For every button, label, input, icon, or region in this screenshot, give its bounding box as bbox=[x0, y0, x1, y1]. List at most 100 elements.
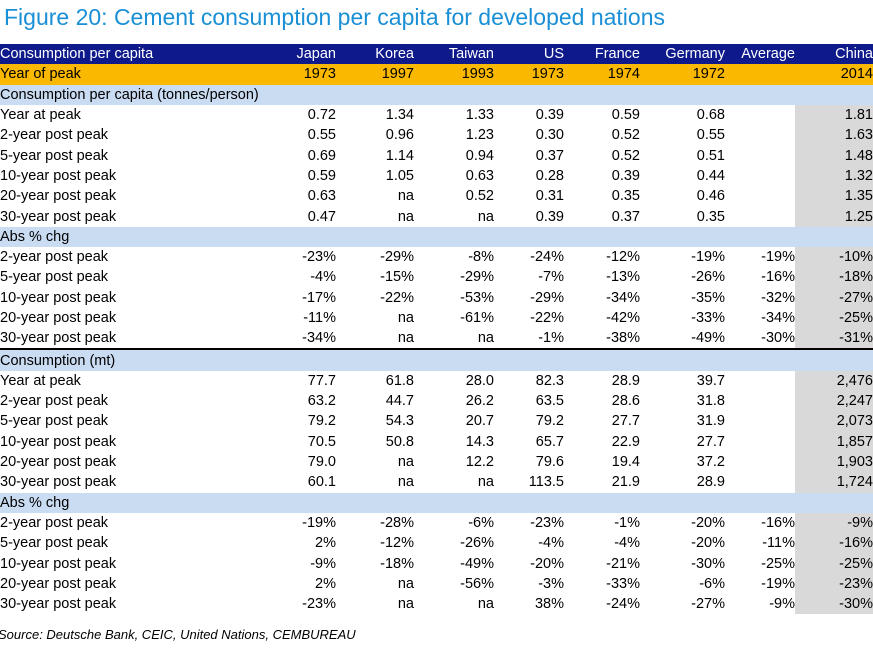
cell-us: 0.39 bbox=[535, 208, 564, 225]
cell-france: -42% bbox=[606, 310, 640, 326]
cell-us: 0.28 bbox=[535, 167, 564, 184]
table-row: 5-year post peak 0.69 1.14 0.94 0.37 0.52 0.51… bbox=[0, 145, 873, 166]
cell-japan: 0.72 bbox=[307, 107, 336, 124]
cell-france: 0.52 bbox=[611, 127, 640, 144]
cell-us: -3% bbox=[538, 575, 564, 592]
cell-korea: -18% bbox=[380, 555, 414, 572]
row-label: 2-year post peak bbox=[0, 393, 109, 410]
table-row: 20-year post peak 79.0 na 12.2 79.6 19.4 37.2 1… bbox=[0, 451, 873, 473]
peak-cell-france: 1974 bbox=[564, 64, 640, 85]
cell-average bbox=[725, 411, 795, 431]
section-title: Abs % chg bbox=[0, 226, 873, 247]
table-row: Year at peak 0.72 1.34 1.33 0.39 0.59 0.68 1.81 bbox=[0, 104, 873, 126]
section-header: Abs % chg bbox=[0, 492, 873, 513]
cell-taiwan: 0.94 bbox=[465, 147, 494, 164]
source-note: Source: Deutsche Bank, CEIC, United Nati… bbox=[0, 627, 356, 642]
cell-japan: 79.2 bbox=[307, 413, 336, 430]
cell-china: 1.32 bbox=[795, 165, 873, 187]
cell-taiwan: 26.2 bbox=[465, 393, 494, 410]
cell-france: -12% bbox=[606, 249, 640, 266]
cell-japan: -23% bbox=[302, 249, 336, 266]
header-label: Consumption per capita bbox=[0, 44, 268, 65]
cell-taiwan: 0.63 bbox=[465, 167, 494, 184]
table-body: Consumption per capita Japan Korea Taiwan US… bbox=[0, 44, 873, 615]
cell-japan: 0.69 bbox=[307, 147, 336, 164]
cell-us: 79.2 bbox=[535, 413, 564, 430]
table-row: 30-year post peak 60.1 na na 113.5 21.9 28.9 1,… bbox=[0, 472, 873, 493]
cell-germany: 0.51 bbox=[696, 147, 725, 164]
cell-korea: na bbox=[397, 310, 414, 326]
cell-china: 1.25 bbox=[795, 206, 873, 227]
cell-average bbox=[725, 145, 795, 165]
column-header-china: China bbox=[795, 44, 873, 65]
row-label: Year at peak bbox=[0, 107, 81, 124]
cell-average bbox=[725, 371, 795, 391]
cell-average bbox=[725, 206, 795, 226]
table-row: 10-year post peak 70.5 50.8 14.3 65.7 22.9 27.… bbox=[0, 431, 873, 452]
cell-japan: -23% bbox=[302, 596, 336, 613]
cell-germany: 28.9 bbox=[696, 474, 725, 491]
cell-germany: 31.9 bbox=[696, 413, 725, 430]
cell-france: -33% bbox=[606, 575, 640, 592]
cell-japan: 70.5 bbox=[307, 433, 336, 450]
section-header: Consumption (mt) bbox=[0, 348, 873, 371]
cell-korea: -12% bbox=[380, 535, 414, 552]
cell-china: 2,247 bbox=[795, 391, 873, 412]
cell-korea: 54.3 bbox=[385, 413, 414, 430]
row-label: 30-year post peak bbox=[0, 596, 117, 613]
figure-title: Figure 20: Cement consumption per capita… bbox=[4, 4, 666, 30]
cell-japan: 79.0 bbox=[307, 454, 336, 471]
cell-china: 1,724 bbox=[795, 472, 873, 493]
cell-average: -9% bbox=[769, 596, 795, 613]
cell-japan: 63.2 bbox=[307, 393, 336, 410]
row-label: 5-year post peak bbox=[0, 147, 109, 164]
row-label: 30-year post peak bbox=[0, 208, 117, 225]
cell-us: -23% bbox=[530, 514, 564, 531]
cell-germany: -49% bbox=[691, 330, 725, 347]
table-row: 2-year post peak -19% -28% -6% -23% -1% -20% -1… bbox=[0, 512, 873, 534]
row-label: 10-year post peak bbox=[0, 433, 117, 450]
cell-korea: na bbox=[397, 208, 414, 225]
cell-us: -29% bbox=[530, 289, 564, 306]
column-header-japan: Japan bbox=[268, 44, 336, 65]
cell-average: -16% bbox=[761, 514, 795, 531]
cell-japan: 0.59 bbox=[307, 167, 336, 184]
cell-average bbox=[725, 105, 795, 125]
cell-us: 82.3 bbox=[535, 372, 564, 389]
cell-germany: 37.2 bbox=[696, 454, 725, 471]
cell-us: -7% bbox=[538, 269, 564, 286]
cell-korea: na bbox=[397, 188, 414, 205]
cell-average: -25% bbox=[761, 555, 795, 572]
row-label: 5-year post peak bbox=[0, 269, 109, 286]
cell-china: 1.81 bbox=[795, 104, 873, 126]
cell-germany: 31.8 bbox=[696, 393, 725, 410]
table-row: 5-year post peak -4% -15% -29% -7% -13% -26% -1… bbox=[0, 267, 873, 288]
cell-germany: -19% bbox=[691, 249, 725, 266]
peak-cell-taiwan: 1993 bbox=[414, 64, 494, 85]
cell-korea: 1.14 bbox=[385, 147, 414, 164]
cell-france: 0.37 bbox=[611, 208, 640, 225]
cell-taiwan: na bbox=[477, 330, 494, 347]
cell-france: -24% bbox=[606, 596, 640, 613]
cell-average: -19% bbox=[761, 249, 795, 266]
cell-taiwan: 0.52 bbox=[465, 188, 494, 205]
cell-france: 28.6 bbox=[611, 393, 640, 410]
cell-taiwan: 1.23 bbox=[465, 127, 494, 144]
row-label: 20-year post peak bbox=[0, 310, 117, 326]
cell-taiwan: 12.2 bbox=[465, 454, 494, 471]
row-label: 20-year post peak bbox=[0, 188, 117, 205]
cell-germany: 39.7 bbox=[696, 372, 725, 389]
peak-cell-average bbox=[725, 64, 795, 85]
cell-germany: -27% bbox=[691, 596, 725, 613]
cell-germany: 0.68 bbox=[696, 107, 725, 124]
cell-us: -4% bbox=[538, 535, 564, 552]
table-row: 2-year post peak -23% -29% -8% -24% -12% -19% -… bbox=[0, 246, 873, 268]
cell-france: 0.52 bbox=[611, 147, 640, 164]
table-row: 2-year post peak 63.2 44.7 26.2 63.5 28.6 31.8… bbox=[0, 391, 873, 412]
row-label: 30-year post peak bbox=[0, 330, 117, 347]
cell-taiwan: -61% bbox=[460, 310, 494, 326]
cell-germany: 0.46 bbox=[696, 188, 725, 205]
cell-china: -23% bbox=[795, 573, 873, 595]
cell-france: -1% bbox=[614, 514, 640, 531]
cell-us: 0.37 bbox=[535, 147, 564, 164]
